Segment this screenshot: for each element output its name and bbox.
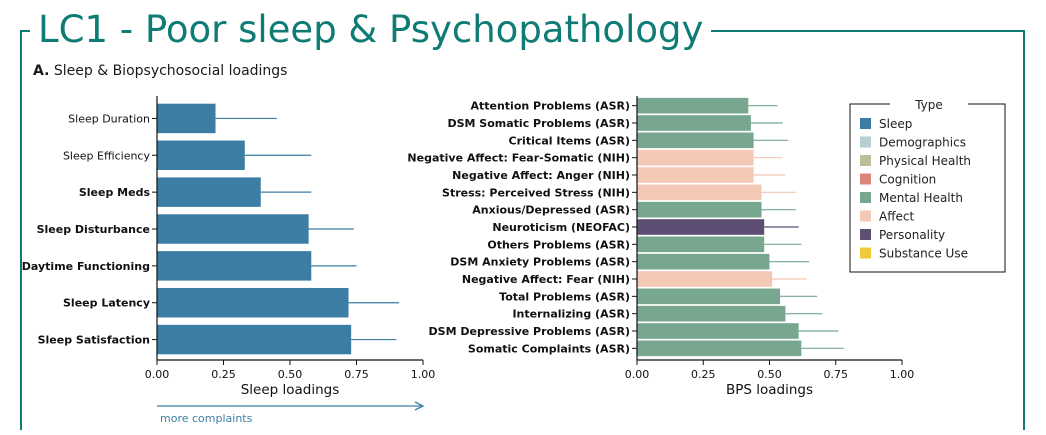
panel-letter: A.: [33, 63, 50, 79]
bps-label-others-problems-asr: Others Problems (ASR): [487, 238, 630, 251]
legend-title-mask: [890, 96, 968, 112]
bps-bar-internalizing-asr: [637, 305, 786, 322]
panel-label: A. Sleep & Biopsychosocial loadings: [33, 63, 287, 79]
legend-swatch-personality: [860, 229, 871, 240]
bps-bar-total-problems-asr: [637, 288, 781, 305]
bps-label-attention-problems-asr: Attention Problems (ASR): [470, 100, 630, 113]
legend-title: Type: [914, 98, 943, 112]
sleep-xtick-label-0: 0.00: [145, 368, 170, 381]
sleep-loadings-chart: Sleep Duration Sleep Efficiency Sleep Meds…: [22, 96, 435, 398]
bps-xtick-label-3: 0.75: [824, 368, 849, 381]
bps-bar-negative-affect-anger-nih: [637, 167, 754, 183]
legend-swatch-sleep: [860, 118, 871, 129]
bps-bar-neuroticism-neofac: [637, 219, 765, 235]
arrow-head: [414, 401, 425, 411]
bps-bar-attention-problems-asr: [637, 97, 749, 114]
arrow-label: more complaints: [160, 412, 253, 425]
sleep-label-sleep-satisfaction: Sleep Satisfaction: [38, 334, 150, 347]
legend-item-mental-health: Mental Health: [879, 191, 963, 205]
bps-bar-somatic-complaints-asr: [637, 340, 802, 357]
sleep-xtick-label-3: 0.75: [344, 368, 369, 381]
sleep-bar-sleep-satisfaction: [157, 324, 352, 355]
bps-label-dsm-somatic-problems-asr: DSM Somatic Problems (ASR): [447, 117, 630, 130]
bps-label-total-problems-asr: Total Problems (ASR): [499, 290, 630, 303]
legend-box: [849, 103, 1006, 273]
bps-xtick-label-2: 0.50: [757, 368, 782, 381]
legend-swatch-cognition: [860, 173, 871, 185]
sleep-label-sleep-latency: Sleep Latency: [63, 297, 150, 310]
legend-item-personality: Personality: [879, 228, 945, 242]
sleep-bar-sleep-latency: [157, 287, 349, 318]
bps-label-stress-perceived-stress-nih: Stress: Perceived Stress (NIH): [442, 186, 630, 199]
sleep-bar-sleep-duration: [157, 103, 216, 134]
legend-swatch-mental-health: [860, 192, 871, 203]
bps-xtick-label-0: 0.00: [625, 368, 650, 381]
bps-bar-dsm-anxiety-problems-asr: [637, 253, 770, 270]
bps-bar-critical-items-asr: [637, 132, 754, 149]
sleep-bar-sleep-efficiency: [157, 140, 245, 171]
bps-label-anxious-depressed-asr: Anxious/Depressed (ASR): [472, 204, 630, 217]
sleep-xtick-label-4: 1.00: [411, 368, 436, 381]
legend-item-affect: Affect: [879, 210, 914, 224]
sleep-label-sleep-duration: Sleep Duration: [68, 112, 150, 125]
bps-label-dsm-depressive-problems-asr: DSM Depressive Problems (ASR): [429, 325, 630, 338]
bps-label-critical-items-asr: Critical Items (ASR): [509, 134, 630, 147]
bps-bar-negative-affect-fear-nih: [637, 271, 773, 287]
bps-label-internalizing-asr: Internalizing (ASR): [512, 308, 630, 321]
sleep-x-axis-title: Sleep loadings: [241, 382, 340, 398]
legend-swatch-substance-use: [860, 247, 871, 259]
panel-caption: Sleep & Biopsychosocial loadings: [53, 63, 288, 79]
sleep-label-daytime-functioning: Daytime Functioning: [22, 260, 150, 273]
legend-item-sleep: Sleep: [879, 117, 912, 131]
sleep-label-sleep-disturbance: Sleep Disturbance: [37, 223, 150, 236]
bps-label-dsm-anxiety-problems-asr: DSM Anxiety Problems (ASR): [450, 256, 630, 269]
bps-label-negative-affect-fear-nih: Negative Affect: Fear (NIH): [462, 273, 630, 286]
bps-xtick-label-4: 1.00: [890, 368, 915, 381]
figure-title: LC1 - Poor sleep & Psychopathology: [30, 6, 712, 54]
legend-swatch-physical-health: [860, 155, 871, 166]
bps-bar-negative-affect-fear-somatic-nih: [637, 149, 754, 166]
sleep-bar-daytime-functioning: [157, 251, 312, 281]
bps-label-negative-affect-fear-somatic-nih: Negative Affect: Fear-Somatic (NIH): [407, 152, 630, 165]
bps-bar-dsm-depressive-problems-asr: [637, 323, 799, 339]
bps-label-somatic-complaints-asr: Somatic Complaints (ASR): [468, 342, 630, 355]
legend-item-physical-health: Physical Health: [879, 154, 971, 168]
bps-x-axis-title: BPS loadings: [726, 382, 813, 398]
sleep-bar-sleep-meds: [157, 177, 261, 207]
sleep-label-sleep-efficiency: Sleep Efficiency: [63, 149, 151, 162]
sleep-label-sleep-meds: Sleep Meds: [79, 186, 151, 199]
legend-item-substance-use: Substance Use: [879, 247, 968, 261]
bps-label-negative-affect-anger-nih: Negative Affect: Anger (NIH): [452, 169, 630, 182]
bps-bar-stress-perceived-stress-nih: [637, 184, 762, 201]
legend-swatch-affect: [860, 210, 871, 222]
more-complaints-arrow: more complaints: [157, 401, 425, 425]
sleep-bar-sleep-disturbance: [157, 214, 309, 244]
sleep-xtick-label-1: 0.25: [211, 368, 236, 381]
legend-item-cognition: Cognition: [879, 173, 936, 187]
bps-xtick-label-1: 0.25: [691, 368, 716, 381]
sleep-xtick-label-2: 0.50: [278, 368, 303, 381]
bps-label-neuroticism-neofac: Neuroticism (NEOFAC): [492, 221, 630, 234]
bps-bar-anxious-depressed-asr: [637, 201, 762, 218]
bps-bar-dsm-somatic-problems-asr: [637, 115, 751, 131]
bps-bar-others-problems-asr: [637, 236, 765, 253]
bps-loadings-chart: Attention Problems (ASR) DSM Somatic Prob…: [407, 96, 914, 398]
legend-swatch-demographics: [860, 136, 871, 148]
legend-item-demographics: Demographics: [879, 136, 966, 150]
